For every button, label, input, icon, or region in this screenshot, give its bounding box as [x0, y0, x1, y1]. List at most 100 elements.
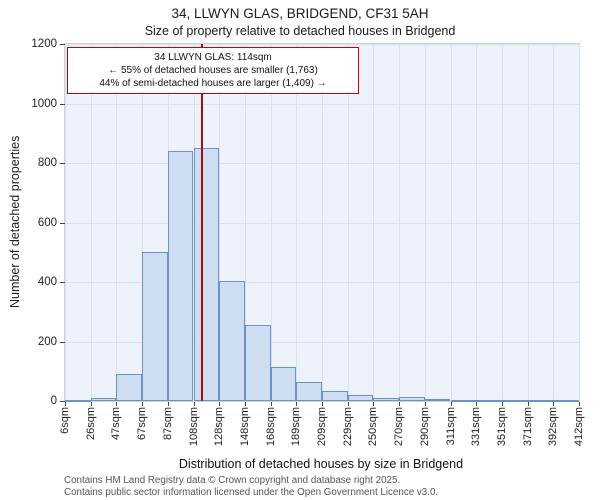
grid-line-vertical — [270, 44, 272, 401]
x-tick-label: 351sqm — [495, 407, 508, 447]
y-tick-label: 1000 — [31, 97, 57, 110]
footer-line-hm-land-registry: Contains HM Land Registry data © Crown c… — [64, 475, 401, 486]
annotation-line-smaller: ← 55% of detached houses are smaller (1,… — [108, 65, 318, 76]
x-tick-label: 392sqm — [547, 407, 560, 447]
x-tick-label: 331sqm — [470, 407, 483, 447]
histogram-bar — [476, 399, 502, 402]
grid-line-vertical — [90, 44, 92, 401]
grid-line-vertical — [244, 44, 246, 401]
histogram-bar — [90, 398, 117, 401]
x-tick-mark — [270, 402, 272, 406]
chart-subtitle: Size of property relative to detached ho… — [144, 24, 456, 38]
histogram-bar — [167, 151, 194, 401]
grid-line-vertical — [476, 44, 478, 401]
histogram-bar — [450, 399, 477, 402]
grid-line-vertical — [373, 44, 375, 401]
histogram-bar — [116, 374, 143, 401]
x-tick-mark — [90, 402, 92, 406]
grid-line-vertical — [501, 44, 503, 401]
histogram-bar — [65, 400, 91, 402]
grid-line-vertical — [322, 44, 323, 401]
grid-line-vertical — [424, 44, 426, 401]
x-tick-label: 209sqm — [316, 407, 328, 447]
y-tick-mark — [60, 282, 65, 283]
x-tick-mark — [501, 402, 503, 406]
y-tick-label: 600 — [37, 216, 57, 229]
x-tick-label: 412sqm — [573, 407, 585, 447]
y-tick-mark — [60, 103, 65, 105]
x-tick-label: 229sqm — [341, 407, 354, 447]
x-tick-mark — [167, 402, 169, 406]
annotation-line-larger: 44% of semi-detached houses are larger (… — [99, 78, 327, 89]
x-tick-mark — [116, 402, 118, 406]
x-tick-label: 189sqm — [290, 407, 303, 447]
x-tick-label: 250sqm — [367, 407, 380, 447]
grid-line-vertical — [65, 44, 66, 401]
histogram-bar — [501, 400, 528, 402]
y-tick-label: 200 — [37, 335, 57, 348]
x-tick-mark — [296, 402, 298, 406]
chart-title: 34, LLWYN GLAS, BRIDGEND, CF31 5AH — [171, 6, 429, 21]
x-tick-mark — [579, 402, 580, 406]
x-tick-label: 371sqm — [521, 407, 534, 447]
annotation-line-property: 34 LLWYN GLAS: 114sqm — [154, 52, 272, 63]
grid-line-vertical — [527, 44, 529, 401]
histogram-bar — [424, 399, 451, 402]
property-size-marker-line — [201, 44, 203, 401]
y-tick-label: 800 — [37, 157, 57, 169]
x-axis-label: Distribution of detached houses by size … — [178, 457, 464, 471]
x-tick-mark — [244, 402, 246, 406]
histogram-bar — [322, 390, 348, 401]
attribution-footer: Contains HM Land Registry data © Crown c… — [64, 475, 438, 499]
x-tick-label: 290sqm — [418, 407, 431, 447]
grid-line-vertical — [553, 44, 555, 401]
y-tick-label: 1200 — [31, 38, 57, 50]
histogram-bar — [399, 397, 425, 401]
x-tick-mark — [219, 402, 221, 406]
y-tick-mark — [60, 163, 65, 164]
grid-line-vertical — [116, 44, 118, 401]
x-tick-label: 6sqm — [59, 407, 71, 434]
x-tick-mark — [424, 402, 426, 406]
histogram-bar — [270, 366, 297, 401]
x-tick-label: 47sqm — [110, 407, 123, 441]
grid-line-vertical — [142, 44, 144, 401]
x-tick-mark — [399, 402, 401, 406]
x-tick-label: 108sqm — [187, 407, 200, 447]
x-tick-mark — [450, 402, 452, 406]
histogram-bar — [373, 398, 400, 401]
x-tick-label: 67sqm — [136, 407, 149, 441]
x-tick-label: 128sqm — [213, 407, 226, 447]
x-tick-label: 148sqm — [238, 407, 251, 447]
y-tick-label: 400 — [37, 276, 57, 288]
y-tick-mark — [60, 222, 65, 224]
x-tick-label: 87sqm — [161, 407, 174, 441]
x-tick-mark — [322, 402, 323, 406]
y-axis-label: Number of detached properties — [8, 135, 22, 308]
histogram-bar — [553, 399, 579, 402]
y-tick-mark — [60, 401, 65, 402]
histogram-bar — [219, 280, 245, 401]
histogram-bar — [142, 252, 168, 401]
footer-line-open-government-licence: Contains public sector information licen… — [64, 486, 439, 498]
x-tick-label: 26sqm — [84, 407, 97, 441]
x-tick-mark — [476, 402, 478, 406]
y-tick-mark — [60, 44, 65, 45]
histogram-bar — [193, 148, 220, 401]
x-tick-label: 168sqm — [264, 407, 277, 447]
x-tick-label: 270sqm — [393, 407, 406, 447]
x-tick-mark — [193, 402, 195, 406]
x-tick-mark — [347, 402, 349, 406]
grid-line-vertical — [296, 44, 298, 401]
grid-line-vertical — [347, 44, 349, 401]
grid-line-vertical — [219, 44, 221, 401]
x-tick-mark — [527, 402, 529, 406]
histogram-bar — [244, 325, 271, 401]
x-tick-label: 311sqm — [444, 407, 457, 446]
histogram-bar — [296, 381, 322, 401]
histogram-bar — [347, 395, 374, 401]
grid-line-vertical — [399, 44, 401, 401]
x-tick-mark — [373, 402, 375, 406]
y-tick-mark — [60, 341, 65, 343]
